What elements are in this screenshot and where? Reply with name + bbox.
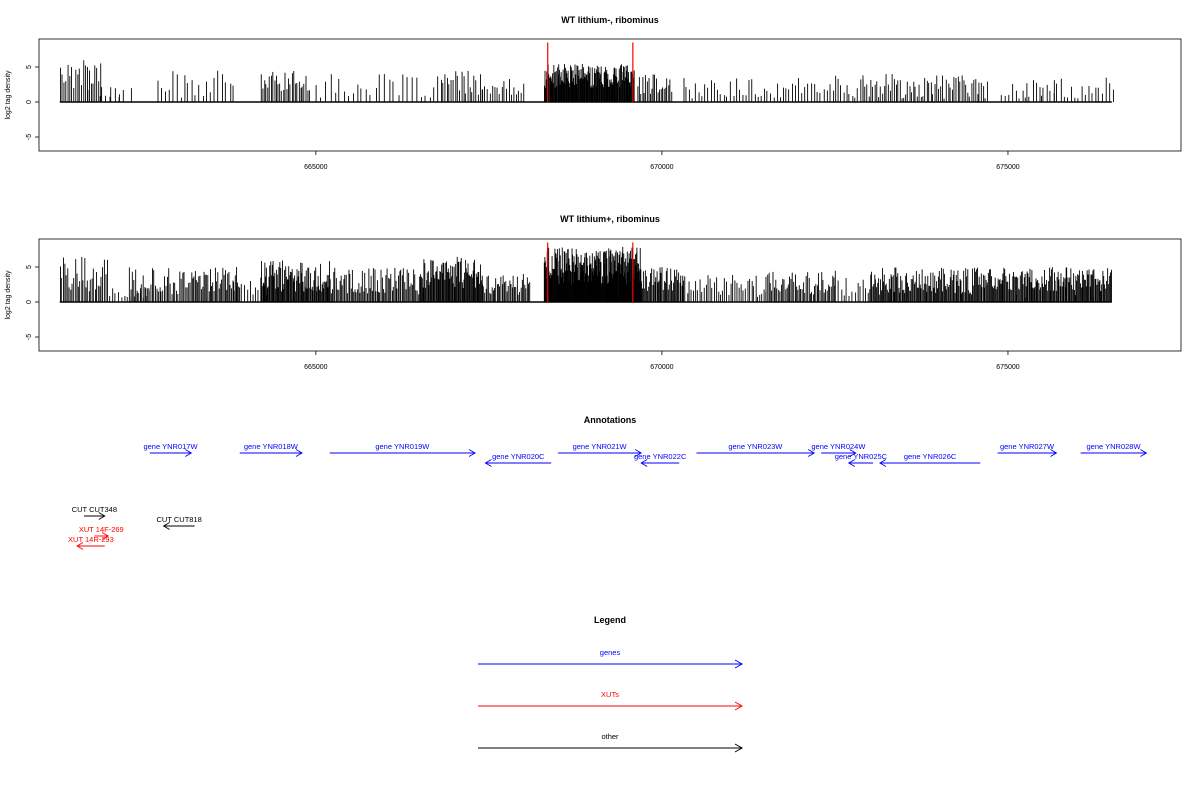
panel-title: WT lithium-, ribominus	[561, 15, 659, 25]
annotation-xut: XUT 14R-293	[68, 535, 114, 550]
legend-label: XUTs	[601, 690, 619, 699]
plot-frame	[38, 238, 1182, 352]
arrowhead-icon	[640, 459, 648, 467]
annotation-other: CUT CUT818	[157, 515, 202, 530]
arrowhead-icon	[76, 542, 84, 550]
arrowhead-icon	[634, 449, 643, 457]
arrowhead-icon	[98, 512, 106, 520]
x-tick-label: 665000	[304, 364, 327, 371]
annotation-gene: gene YNR025C	[835, 452, 888, 467]
arrowhead-icon	[295, 449, 303, 457]
arrowhead-icon	[734, 743, 744, 753]
x-tick-label: 675000	[996, 164, 1019, 171]
annotations-title: Annotations	[584, 415, 637, 425]
annotation-other: CUT CUT348	[72, 505, 117, 520]
annotation-gene: gene YNR024W	[811, 442, 866, 457]
annotation-label: gene YNR021W	[573, 442, 628, 451]
x-tick-labels: 665000 670000 675000	[304, 351, 1020, 371]
y-tick-label: -5	[26, 334, 33, 340]
arrowhead-icon	[185, 449, 193, 457]
y-tick-label: 0	[26, 100, 33, 104]
annotation-gene: gene YNR028W	[1080, 442, 1148, 457]
y-tick-label: 0	[26, 300, 33, 304]
annotation-label: gene YNR026C	[904, 452, 957, 461]
annotation-label: gene YNR018W	[244, 442, 299, 451]
arrowhead-icon	[162, 522, 170, 530]
panel-title: WT lithium+, ribominus	[560, 214, 660, 224]
annotation-label: gene YNR023W	[728, 442, 783, 451]
annotation-gene: gene YNR019W	[329, 442, 476, 457]
x-tick-label: 670000	[650, 164, 673, 171]
annotation-gene: gene YNR026C	[879, 452, 981, 467]
density-bars	[59, 42, 1114, 103]
arrowhead-icon	[847, 459, 856, 467]
annotation-gene: gene YNR020C	[484, 452, 552, 467]
legend: Legend genes XUTs other	[478, 615, 744, 753]
annotation-gene: gene YNR021W	[558, 442, 643, 457]
annotation-gene: gene YNR023W	[696, 442, 816, 457]
panel-lithium-plus: WT lithium+, ribominus log2 tag density …	[5, 214, 1182, 371]
y-axis-label: log2 tag density	[5, 270, 12, 320]
y-axis-label: log2 tag density	[5, 70, 12, 120]
arrowhead-icon	[734, 701, 744, 711]
annotation-label: gene YNR019W	[375, 442, 430, 451]
legend-title: Legend	[594, 615, 626, 625]
annotation-label: XUT 14F-269	[79, 525, 124, 534]
y-tick-labels: -5 0 5	[26, 265, 39, 340]
annotation-label: gene YNR025C	[835, 452, 888, 461]
annotations-track: Annotations gene YNR017W gene YNR018W gene…	[68, 415, 1148, 550]
y-tick-labels: -5 0 5	[26, 65, 39, 140]
arrowhead-icon	[849, 449, 857, 457]
y-tick-label: -5	[26, 134, 33, 140]
annotation-xut: XUT 14F-269	[79, 525, 124, 540]
legend-label: other	[601, 732, 619, 741]
annotation-gene: gene YNR027W	[997, 442, 1058, 457]
legend-item: XUTs	[478, 690, 744, 711]
annotation-label: gene YNR027W	[1000, 442, 1055, 451]
annotation-gene: gene YNR022C	[634, 452, 687, 467]
arrowhead-icon	[468, 449, 476, 457]
x-tick-label: 670000	[650, 364, 673, 371]
arrowhead-icon	[734, 659, 744, 669]
annotation-label: CUT CUT818	[157, 515, 202, 524]
x-tick-label: 665000	[304, 164, 327, 171]
legend-label: genes	[600, 648, 621, 657]
annotation-label: gene YNR028W	[1086, 442, 1141, 451]
y-tick-label: 5	[26, 65, 33, 69]
plot-frame	[38, 38, 1182, 152]
annotation-label: gene YNR024W	[811, 442, 866, 451]
annotation-label: XUT 14R-293	[68, 535, 114, 544]
annotation-label: gene YNR017W	[143, 442, 198, 451]
arrowhead-icon	[101, 532, 110, 540]
annotation-label: gene YNR022C	[634, 452, 687, 461]
legend-item: genes	[478, 648, 744, 669]
annotation-gene: gene YNR018W	[239, 442, 303, 457]
annotation-label: CUT CUT348	[72, 505, 117, 514]
arrowhead-icon	[879, 459, 887, 467]
legend-item: other	[478, 732, 744, 753]
x-tick-labels: 665000 670000 675000	[304, 151, 1020, 171]
arrowhead-icon	[484, 459, 492, 467]
annotation-gene: gene YNR017W	[143, 442, 198, 457]
arrowhead-icon	[1140, 449, 1148, 457]
arrowhead-icon	[1050, 449, 1058, 457]
x-tick-label: 675000	[996, 364, 1019, 371]
annotation-label: gene YNR020C	[492, 452, 545, 461]
y-tick-label: 5	[26, 265, 33, 269]
panel-lithium-minus: WT lithium-, ribominus log2 tag density …	[5, 15, 1182, 171]
density-bars	[59, 242, 1112, 303]
arrowhead-icon	[807, 449, 816, 457]
